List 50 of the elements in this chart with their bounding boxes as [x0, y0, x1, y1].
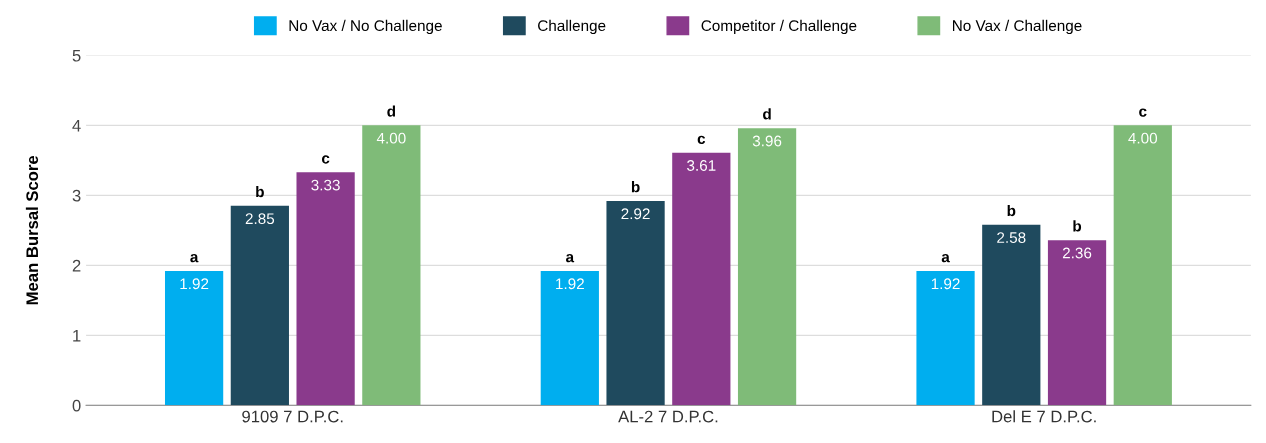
annotation: b [1007, 204, 1016, 217]
legend-label: No Vax / No Challenge [289, 19, 442, 35]
bar [606, 200, 665, 406]
legend-label: Challenge [538, 19, 606, 35]
annotation: d [763, 108, 771, 120]
bar [1047, 240, 1107, 406]
y-tick-label: 4 [72, 119, 81, 132]
data-label: 2.92 [621, 208, 650, 220]
bar [916, 270, 975, 406]
data-label: 1.92 [180, 278, 209, 290]
x-tick-label: AL-2 7 D.P.C. [618, 410, 718, 423]
y-axis-title: Mean Bursal Score [25, 155, 39, 305]
y-tick-label: 0 [72, 399, 81, 412]
bar [540, 270, 599, 406]
y-tick-label: 1 [73, 329, 81, 342]
bar [296, 172, 355, 406]
data-label: 3.61 [687, 160, 716, 171]
annotation: a [566, 253, 575, 263]
annotation: a [190, 253, 199, 263]
annotation: c [321, 155, 330, 164]
bar [362, 125, 421, 406]
data-label: 4.00 [376, 132, 406, 144]
data-label: 1.92 [556, 278, 584, 290]
x-tick-label: 9109 7 D.P.C. [242, 410, 343, 423]
annotation: c [697, 135, 706, 145]
data-label: 2.36 [1062, 247, 1092, 259]
annotation: d [387, 105, 396, 117]
bar [164, 270, 224, 406]
annotation: b [1073, 220, 1082, 232]
bar [672, 152, 731, 406]
legend-label: No Vax / Challenge [953, 19, 1082, 35]
bar [230, 205, 289, 406]
bar [737, 128, 797, 406]
data-label: 4.00 [1128, 132, 1158, 144]
data-label: 2.58 [997, 232, 1026, 243]
annotation: b [256, 186, 264, 198]
annotation: b [631, 181, 640, 193]
x-tick-label: Del E 7 D.P.C. [992, 410, 1096, 423]
annotation: a [941, 253, 950, 263]
y-tick-label: 3 [72, 189, 81, 202]
y-tick-label: 2 [72, 259, 81, 272]
legend-label: Competitor / Challenge [701, 19, 857, 35]
data-label: 3.96 [752, 135, 782, 147]
data-label: 2.85 [245, 213, 275, 225]
annotation: c [1139, 108, 1147, 117]
bar [982, 224, 1041, 406]
bar [1113, 125, 1172, 406]
data-label: 1.92 [931, 278, 960, 290]
y-tick-label: 5 [72, 49, 81, 62]
data-label: 3.33 [311, 179, 340, 191]
